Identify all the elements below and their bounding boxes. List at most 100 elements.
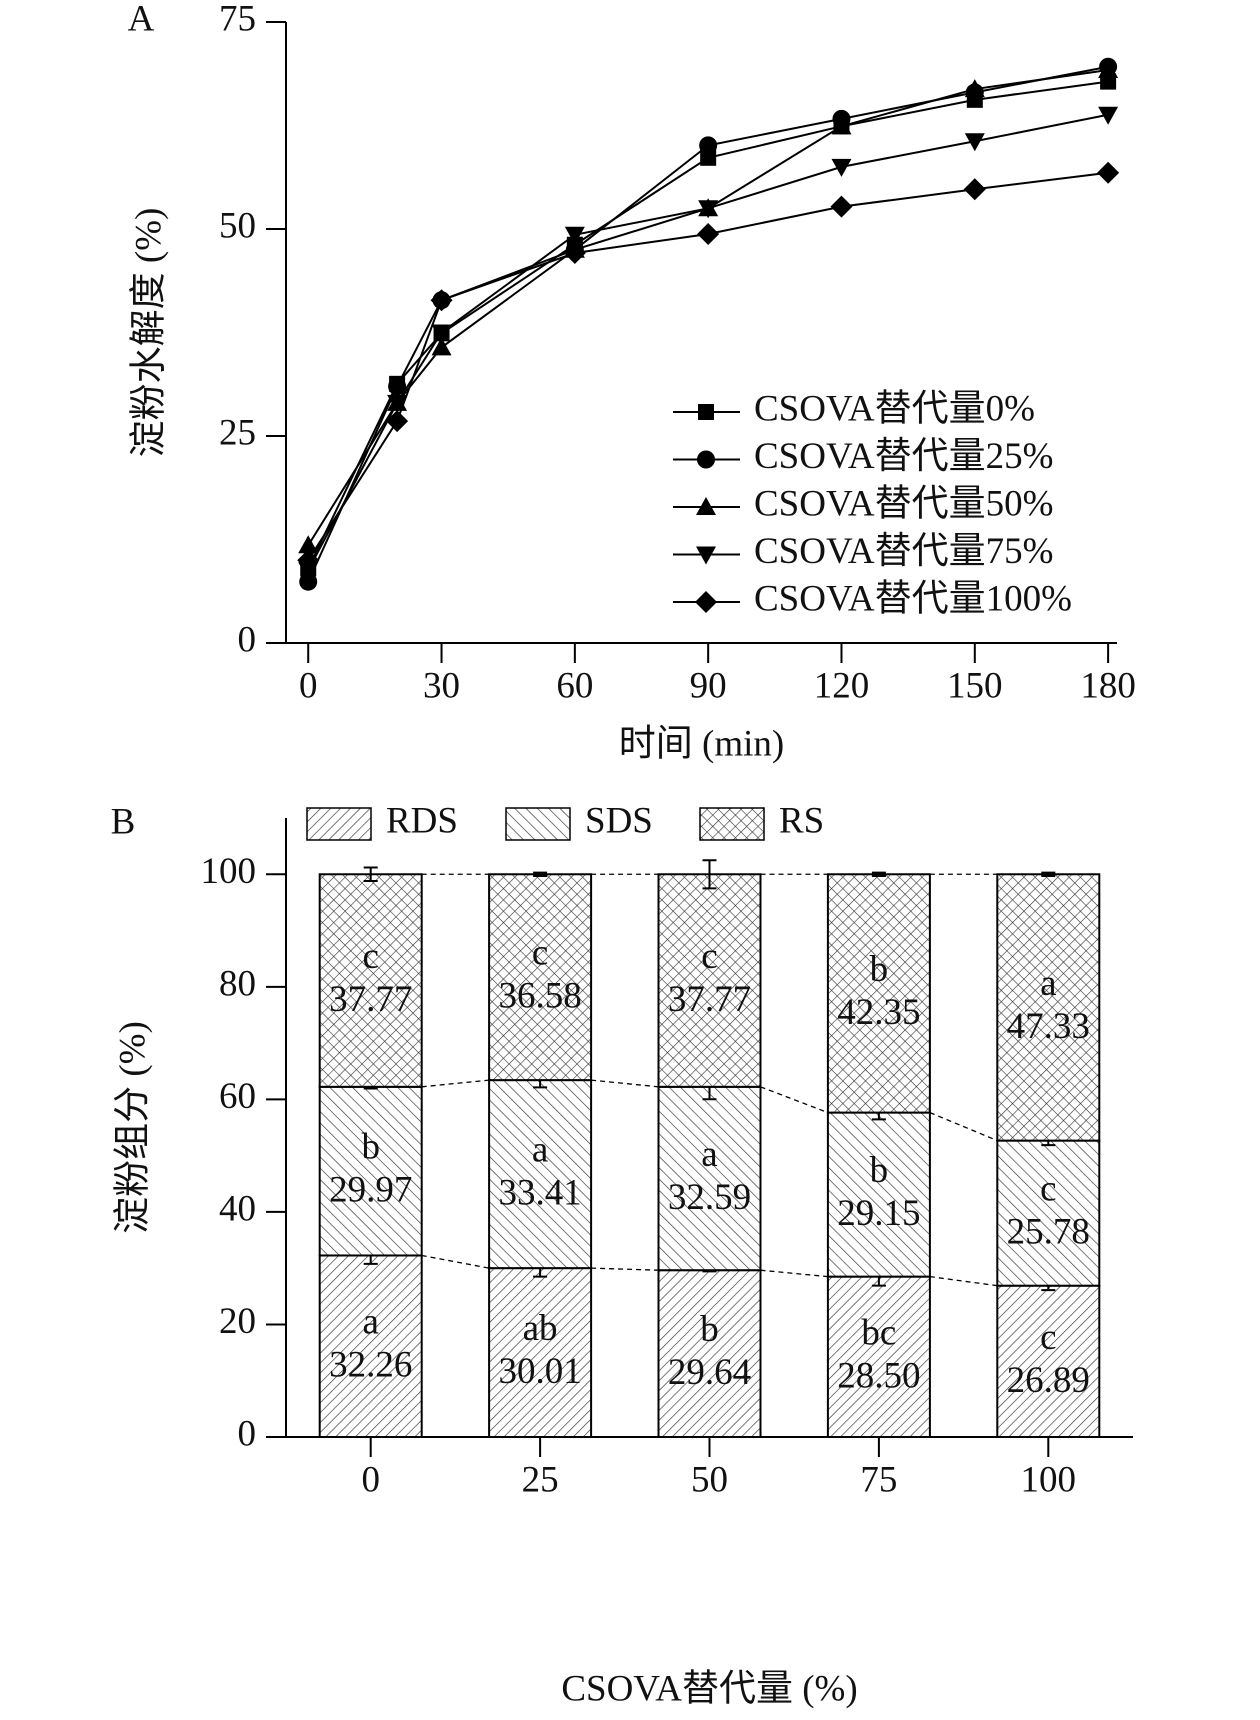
x-tick-label: 100 — [1021, 1459, 1077, 1500]
bar-segment — [488, 1267, 593, 1438]
marker — [388, 377, 407, 396]
bar-segment — [657, 873, 762, 1088]
connector — [591, 1079, 659, 1088]
marker — [563, 242, 586, 265]
legend-marker — [696, 497, 716, 515]
significance-letter: c — [1040, 1317, 1056, 1358]
marker — [387, 394, 408, 413]
marker — [298, 535, 319, 554]
x-tick-label: 25 — [522, 1459, 559, 1500]
x-tick-label: 0 — [299, 665, 318, 706]
significance-letter: bc — [861, 1312, 896, 1353]
significance-letter: c — [532, 933, 548, 974]
x-tick-label: 75 — [860, 1459, 897, 1500]
connector — [421, 1079, 490, 1088]
y-axis-label: 淀粉水解度 (%) — [127, 208, 169, 458]
significance-letter: c — [362, 936, 378, 977]
value-label: 25.78 — [1007, 1212, 1090, 1253]
value-label: 28.50 — [837, 1355, 920, 1396]
marker — [831, 158, 852, 177]
value-label: 29.15 — [837, 1193, 920, 1234]
marker — [1097, 161, 1120, 184]
bar-segment — [657, 1269, 762, 1438]
bar-segment — [826, 1275, 931, 1438]
marker — [830, 195, 853, 218]
marker — [430, 289, 453, 312]
significance-letter: c — [1040, 1169, 1056, 1210]
value-label: 32.59 — [668, 1177, 751, 1218]
legend-label: CSOVA替代量50% — [754, 483, 1053, 524]
marker — [964, 79, 985, 98]
y-tick-label: 25 — [219, 412, 256, 453]
value-label: 29.64 — [668, 1352, 751, 1393]
marker — [431, 324, 452, 343]
legend-label: CSOVA替代量25% — [754, 436, 1053, 477]
x-tick-label: 90 — [690, 665, 727, 706]
value-label: 37.77 — [668, 979, 751, 1020]
significance-letter: a — [1040, 963, 1056, 1004]
marker — [964, 133, 985, 152]
marker — [1098, 106, 1119, 125]
marker — [700, 149, 717, 166]
legend-label: CSOVA替代量75% — [754, 531, 1053, 572]
significance-letter: a — [362, 1302, 378, 1343]
connector — [929, 1111, 998, 1142]
connector — [760, 1269, 828, 1278]
value-label: 47.33 — [1007, 1006, 1090, 1047]
marker — [831, 116, 852, 135]
bar-segment — [318, 873, 423, 1088]
marker — [297, 549, 320, 572]
series-line — [307, 171, 1109, 561]
bar-segment — [996, 1284, 1101, 1438]
significance-letter: b — [870, 949, 889, 990]
bar-segment — [826, 1111, 931, 1278]
marker — [386, 410, 409, 433]
panel-label: B — [111, 801, 136, 842]
legend-label: SDS — [585, 800, 653, 841]
y-tick-label: 50 — [219, 205, 256, 246]
x-tick-label: 30 — [423, 665, 460, 706]
legend-label: RDS — [386, 800, 458, 841]
bar-segment — [488, 1079, 593, 1270]
x-tick-label: 180 — [1080, 665, 1136, 706]
connector — [591, 1267, 659, 1271]
marker — [699, 136, 718, 155]
connector — [421, 1254, 490, 1269]
error-bar — [363, 866, 378, 883]
y-tick-label: 75 — [219, 0, 256, 39]
legend-marker — [697, 450, 715, 469]
error-bar — [1041, 871, 1056, 877]
legend-swatch — [505, 807, 571, 841]
error-bar — [871, 871, 886, 877]
y-tick-label: 0 — [238, 1413, 257, 1454]
value-label: 37.77 — [329, 979, 412, 1020]
y-tick-label: 20 — [219, 1301, 256, 1342]
series-line — [307, 113, 1109, 571]
x-tick-label: 50 — [691, 1459, 728, 1500]
x-tick-label: 120 — [814, 665, 870, 706]
x-axis-label: 时间 (min) — [619, 723, 784, 764]
marker — [299, 572, 318, 591]
legend-marker — [696, 546, 716, 565]
bar-segment — [318, 1254, 423, 1439]
marker — [697, 222, 720, 245]
x-tick-label: 0 — [361, 1459, 380, 1500]
x-axis-label: CSOVA替代量 (%) — [561, 1668, 857, 1709]
value-label: 33.41 — [498, 1173, 581, 1214]
marker — [431, 337, 452, 356]
value-label: 30.01 — [498, 1351, 581, 1392]
significance-letter: b — [361, 1127, 380, 1168]
significance-letter: b — [700, 1309, 719, 1350]
value-label: 42.35 — [837, 992, 920, 1033]
marker — [963, 178, 986, 201]
x-tick-label: 60 — [556, 665, 593, 706]
marker — [698, 200, 719, 219]
significance-letter: ab — [523, 1308, 558, 1349]
y-tick-label: 80 — [219, 963, 256, 1004]
significance-letter: c — [701, 936, 717, 977]
connector — [760, 1086, 829, 1114]
legend-marker — [695, 591, 717, 613]
legend-swatch — [699, 807, 765, 841]
